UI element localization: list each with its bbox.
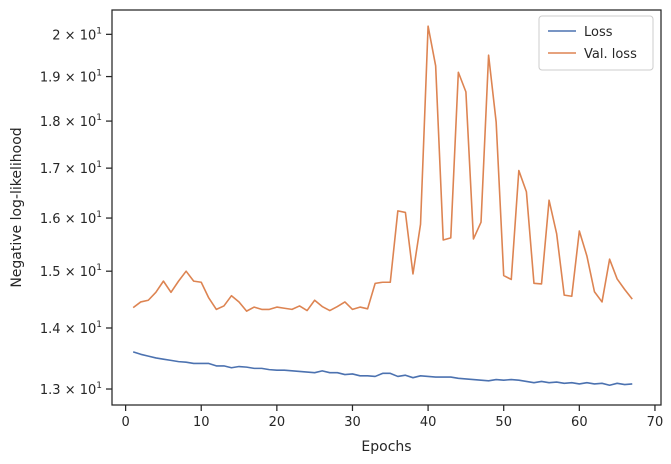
plot-frame [111, 9, 662, 406]
x-tick-label: 0 [121, 415, 129, 430]
y-axis-title: Negative log-likelihood [9, 127, 25, 287]
legend: Loss Val. loss [538, 15, 654, 71]
y-tick-label: 1.9 × 101 [40, 69, 102, 86]
y-tick-label: 1.5 × 101 [40, 263, 102, 280]
x-tick-label: 40 [420, 415, 437, 430]
legend-box [538, 15, 654, 71]
series-line-loss [132, 351, 633, 387]
series-line-val-loss [132, 25, 633, 312]
x-tick-label: 10 [193, 415, 210, 430]
x-axis: 0 10 20 30 40 50 60 70 [121, 405, 663, 430]
x-tick-label: 50 [495, 415, 512, 430]
y-tick-label: 2 × 101 [52, 26, 102, 43]
y-tick-label: 1.4 × 101 [40, 320, 102, 337]
x-tick-label: 60 [571, 415, 588, 430]
x-tick-label: 20 [269, 415, 286, 430]
y-tick-label: 1.6 × 101 [40, 210, 102, 227]
y-tick-label: 1.8 × 101 [40, 113, 102, 130]
y-tick-label: 1.7 × 101 [40, 160, 102, 177]
legend-label: Val. loss [584, 47, 637, 62]
x-axis-title: Epochs [361, 439, 411, 455]
y-tick-label: 1.3 × 101 [40, 381, 102, 398]
y-axis: 1.3 × 101 1.4 × 101 1.5 × 101 1.6 × 101 1.7 … [40, 26, 112, 398]
legend-label: Loss [584, 25, 613, 40]
plot-area [132, 25, 633, 387]
x-tick-label: 70 [647, 415, 664, 430]
x-tick-label: 30 [344, 415, 361, 430]
